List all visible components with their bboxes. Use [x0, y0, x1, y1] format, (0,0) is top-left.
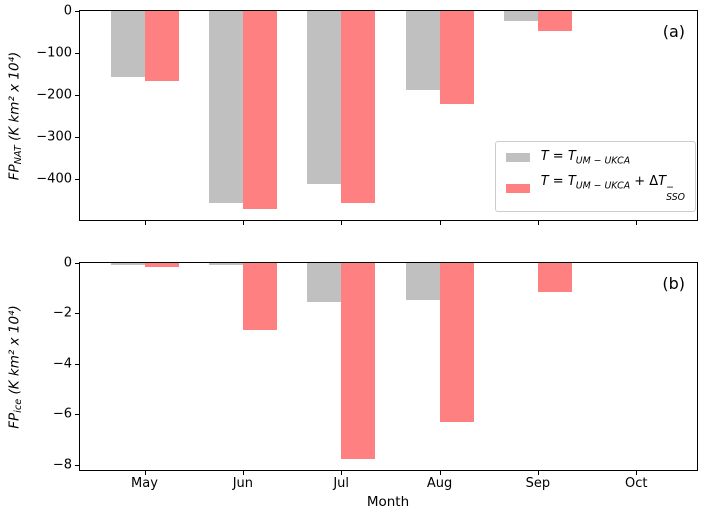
- x-tick-label-sep: Sep: [525, 476, 551, 491]
- y-tick-mark: [75, 263, 79, 264]
- legend-label: T = TUM − UKCA + ΔT − SSO: [540, 174, 685, 204]
- x-tick-mark: [537, 471, 539, 475]
- x-tick-label-oct: Oct: [625, 476, 648, 491]
- legend: T = TUM − UKCA T = TUM − UKCA + ΔT − SSO: [494, 140, 696, 212]
- legend-swatch-red: [505, 184, 530, 194]
- legend-item-red: T = TUM − UKCA + ΔT − SSO: [505, 174, 685, 204]
- legend-label: T = TUM − UKCA: [540, 148, 631, 167]
- x-tick-mark: [636, 221, 638, 225]
- y-tick-label: −8: [52, 457, 72, 473]
- x-tick-mark: [341, 221, 343, 225]
- panel-label-b: (b): [662, 274, 685, 293]
- bar-sep-red: [537, 11, 572, 31]
- bar-may-gray: [110, 11, 145, 78]
- y-tick-mark: [75, 11, 79, 12]
- x-tick-mark: [636, 471, 638, 475]
- y-axis-label-a: FPNAT (K km² x 10⁴): [6, 51, 24, 180]
- x-tick-mark: [242, 221, 244, 225]
- y-tick-label: −4: [52, 356, 72, 372]
- bar-aug-red: [439, 263, 474, 423]
- y-tick-mark: [75, 137, 79, 139]
- y-tick-mark: [75, 363, 79, 365]
- x-tick-mark: [439, 471, 441, 475]
- legend-swatch-gray: [505, 152, 530, 162]
- y-tick-label: −400: [36, 171, 72, 187]
- bar-jul-gray: [307, 263, 342, 303]
- panel-label-a: (a): [662, 22, 685, 41]
- y-tick-mark: [75, 464, 79, 466]
- bar-sep-gray: [503, 11, 538, 22]
- y-tick-mark: [75, 414, 79, 416]
- bar-aug-red: [439, 11, 474, 104]
- x-tick-mark: [439, 221, 441, 225]
- bar-sep-red: [537, 263, 572, 293]
- x-tick-mark: [144, 471, 146, 475]
- x-axis-title: Month: [366, 494, 410, 510]
- y-tick-label: −2: [52, 305, 72, 321]
- plot-area-a: (a) T = TUM − UKCA T = TUM − UKCA + ΔT − SS…: [36, 5, 698, 225]
- bar-jul-red: [341, 11, 376, 204]
- plot-area-b: (b) 0 −2 −4 −6 −8 May Jun Jul Aug Sep Oct: [53, 257, 698, 490]
- bar-may-red: [144, 11, 179, 82]
- y-tick-label: −100: [36, 45, 72, 61]
- bar-aug-gray: [405, 263, 440, 300]
- x-tick-mark: [144, 221, 146, 225]
- x-tick-label-aug: Aug: [426, 476, 453, 491]
- y-tick-mark: [75, 95, 79, 97]
- bar-jun-red: [242, 263, 277, 331]
- y-axis-label-b: FPice (K km² x 10⁴): [6, 304, 24, 429]
- y-tick-label: 0: [63, 3, 72, 19]
- legend-item-gray: T = TUM − UKCA: [505, 148, 685, 167]
- x-tick-mark: [242, 471, 244, 475]
- y-tick-mark: [75, 179, 79, 181]
- y-tick-label: −300: [36, 129, 72, 145]
- x-tick-label-may: May: [131, 476, 158, 491]
- x-tick-label-jul: Jul: [333, 476, 350, 491]
- y-tick-mark: [75, 53, 79, 55]
- x-tick-mark: [537, 221, 539, 225]
- bar-jul-red: [341, 263, 376, 460]
- y-tick-label: −6: [52, 406, 72, 422]
- y-tick-label: −200: [36, 87, 72, 103]
- bar-jul-gray: [307, 11, 342, 185]
- bar-may-red: [144, 263, 179, 268]
- y-tick-mark: [75, 313, 79, 315]
- bar-jun-gray: [208, 263, 243, 266]
- x-tick-label-jun: Jun: [232, 476, 253, 491]
- bar-jun-gray: [208, 11, 243, 204]
- bar-aug-gray: [405, 11, 440, 90]
- bar-jun-red: [242, 11, 277, 210]
- bar-may-gray: [110, 263, 145, 265]
- x-tick-mark: [341, 471, 343, 475]
- y-tick-label: 0: [63, 255, 72, 271]
